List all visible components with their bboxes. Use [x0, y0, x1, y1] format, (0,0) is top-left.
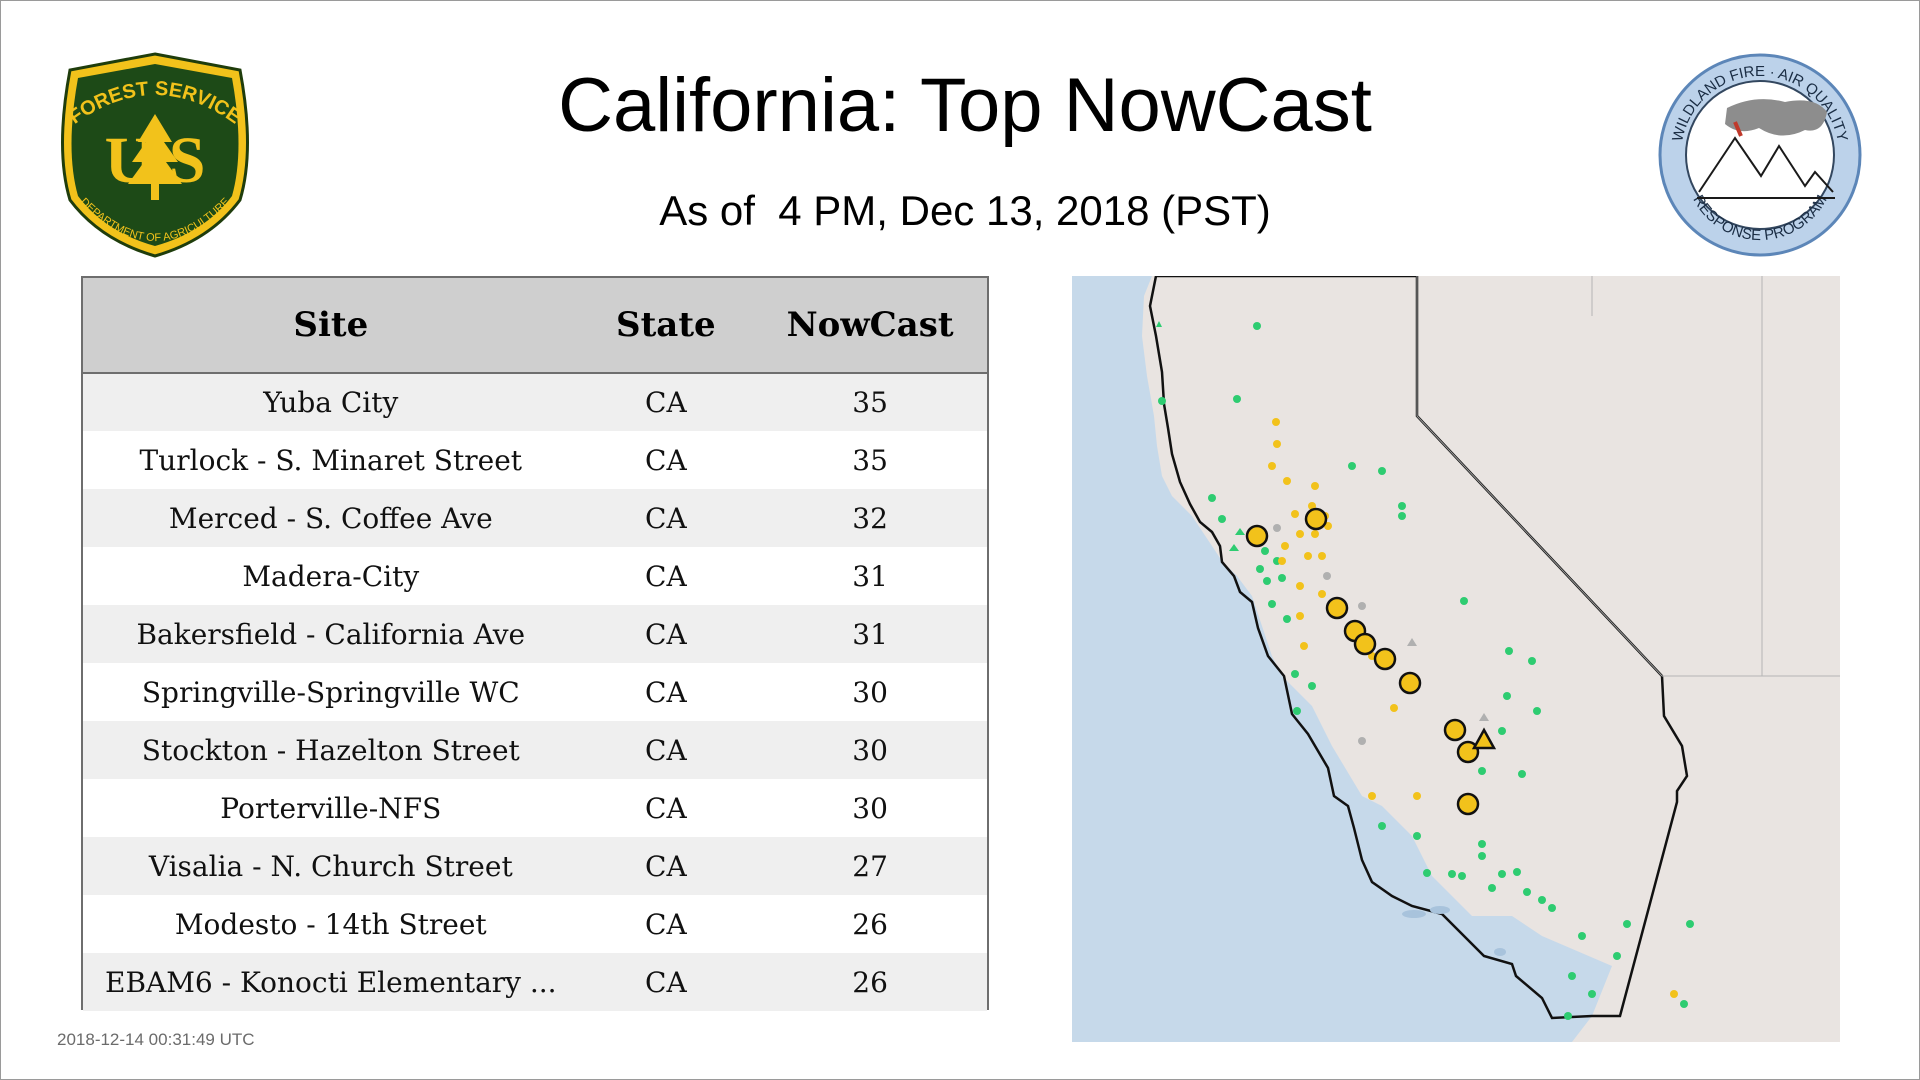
good-monitor-markers — [1158, 322, 1694, 1020]
top-nowcast-markers — [1245, 507, 1497, 816]
nowcast-cell: 30 — [852, 791, 888, 825]
california-border — [1148, 276, 1689, 1020]
nowcast-cell: 26 — [852, 965, 888, 999]
site-cell: Merced - S. Coffee Ave — [168, 501, 493, 535]
table-row: Springville-Springville WC CA 30 — [83, 663, 987, 721]
table-row: Merced - S. Coffee Ave CA 32 — [83, 489, 987, 547]
nowcast-cell: 35 — [852, 386, 888, 419]
site-cell: Turlock - S. Minaret Street — [139, 443, 523, 477]
nowcast-table-container: Site State NowCast Yuba City CA 35 Turlock… — [81, 276, 989, 1011]
site-cell: Madera-City — [242, 559, 420, 593]
generated-timestamp: 2018-12-14 00:31:49 UTC — [57, 1030, 255, 1049]
site-cell: Yuba City — [263, 386, 399, 419]
page-subtitle: As of 4 PM, Dec 13, 2018 (PST) — [659, 187, 1271, 234]
site-cell: Visalia - N. Church Street — [148, 849, 513, 883]
nowcast-table: Site State NowCast Yuba City CA 35 Turlock… — [83, 278, 987, 1011]
site-cell: Springville-Springville WC — [141, 675, 520, 709]
nowcast-cell: 30 — [852, 675, 888, 709]
table-header-row: Site State NowCast — [83, 278, 987, 374]
state-cell: CA — [645, 791, 687, 825]
nowcast-cell: 26 — [852, 907, 888, 941]
wildland-fire-air-quality-logo: WILDLAND FIRE · AIR QUALITY RESPONSE PRO… — [1658, 53, 1862, 257]
table-row: EBAM6 - Konocti Elementary ... CA 26 — [83, 953, 987, 1011]
state-cell: CA — [645, 733, 687, 767]
table-row: Stockton - Hazelton Street CA 30 — [83, 721, 987, 779]
table-row: Bakersfield - California Ave CA 31 — [83, 605, 987, 663]
no-data-markers — [1273, 524, 1489, 745]
nowcast-cell: 32 — [852, 501, 888, 535]
nowcast-cell: 27 — [852, 849, 888, 883]
table-row: Visalia - N. Church Street CA 27 — [83, 837, 987, 895]
column-header-nowcast: NowCast — [753, 278, 987, 374]
state-cell: CA — [645, 849, 687, 883]
table-row: Porterville-NFS CA 30 — [83, 779, 987, 837]
page-title: California: Top NowCast — [558, 63, 1372, 148]
nowcast-cell: 35 — [852, 443, 888, 477]
site-cell: Bakersfield - California Ave — [136, 617, 526, 651]
state-cell: CA — [645, 617, 687, 651]
state-cell: CA — [645, 907, 687, 941]
table-row: Turlock - S. Minaret Street CA 35 — [83, 431, 987, 489]
good-triangle-markers — [1156, 321, 1245, 551]
column-header-state: State — [578, 278, 754, 374]
nowcast-cell: 30 — [852, 733, 888, 767]
site-cell: Stockton - Hazelton Street — [141, 733, 520, 767]
site-cell: EBAM6 - Konocti Elementary ... — [105, 965, 557, 999]
table-row: Madera-City CA 31 — [83, 547, 987, 605]
california-monitor-map — [1072, 276, 1840, 1042]
nowcast-cell: 31 — [852, 559, 888, 593]
state-cell: CA — [645, 501, 687, 535]
nowcast-cell: 31 — [852, 617, 888, 651]
land-area — [1142, 276, 1840, 1042]
state-cell: CA — [645, 559, 687, 593]
forest-service-logo: FOREST SERVICE U S DEPARTMENT OF AGRICUL… — [61, 52, 249, 258]
site-cell: Modesto - 14th Street — [174, 907, 487, 941]
state-cell: CA — [645, 443, 687, 477]
site-cell: Porterville-NFS — [220, 791, 442, 825]
table-row: Modesto - 14th Street CA 26 — [83, 895, 987, 953]
state-cell: CA — [645, 965, 687, 999]
column-header-site: Site — [83, 278, 579, 374]
state-cell: CA — [645, 386, 687, 419]
channel-islands — [1402, 906, 1506, 956]
nevada-border — [1416, 276, 1663, 677]
table-row: Yuba City CA 35 — [83, 373, 987, 431]
state-cell: CA — [645, 675, 687, 709]
